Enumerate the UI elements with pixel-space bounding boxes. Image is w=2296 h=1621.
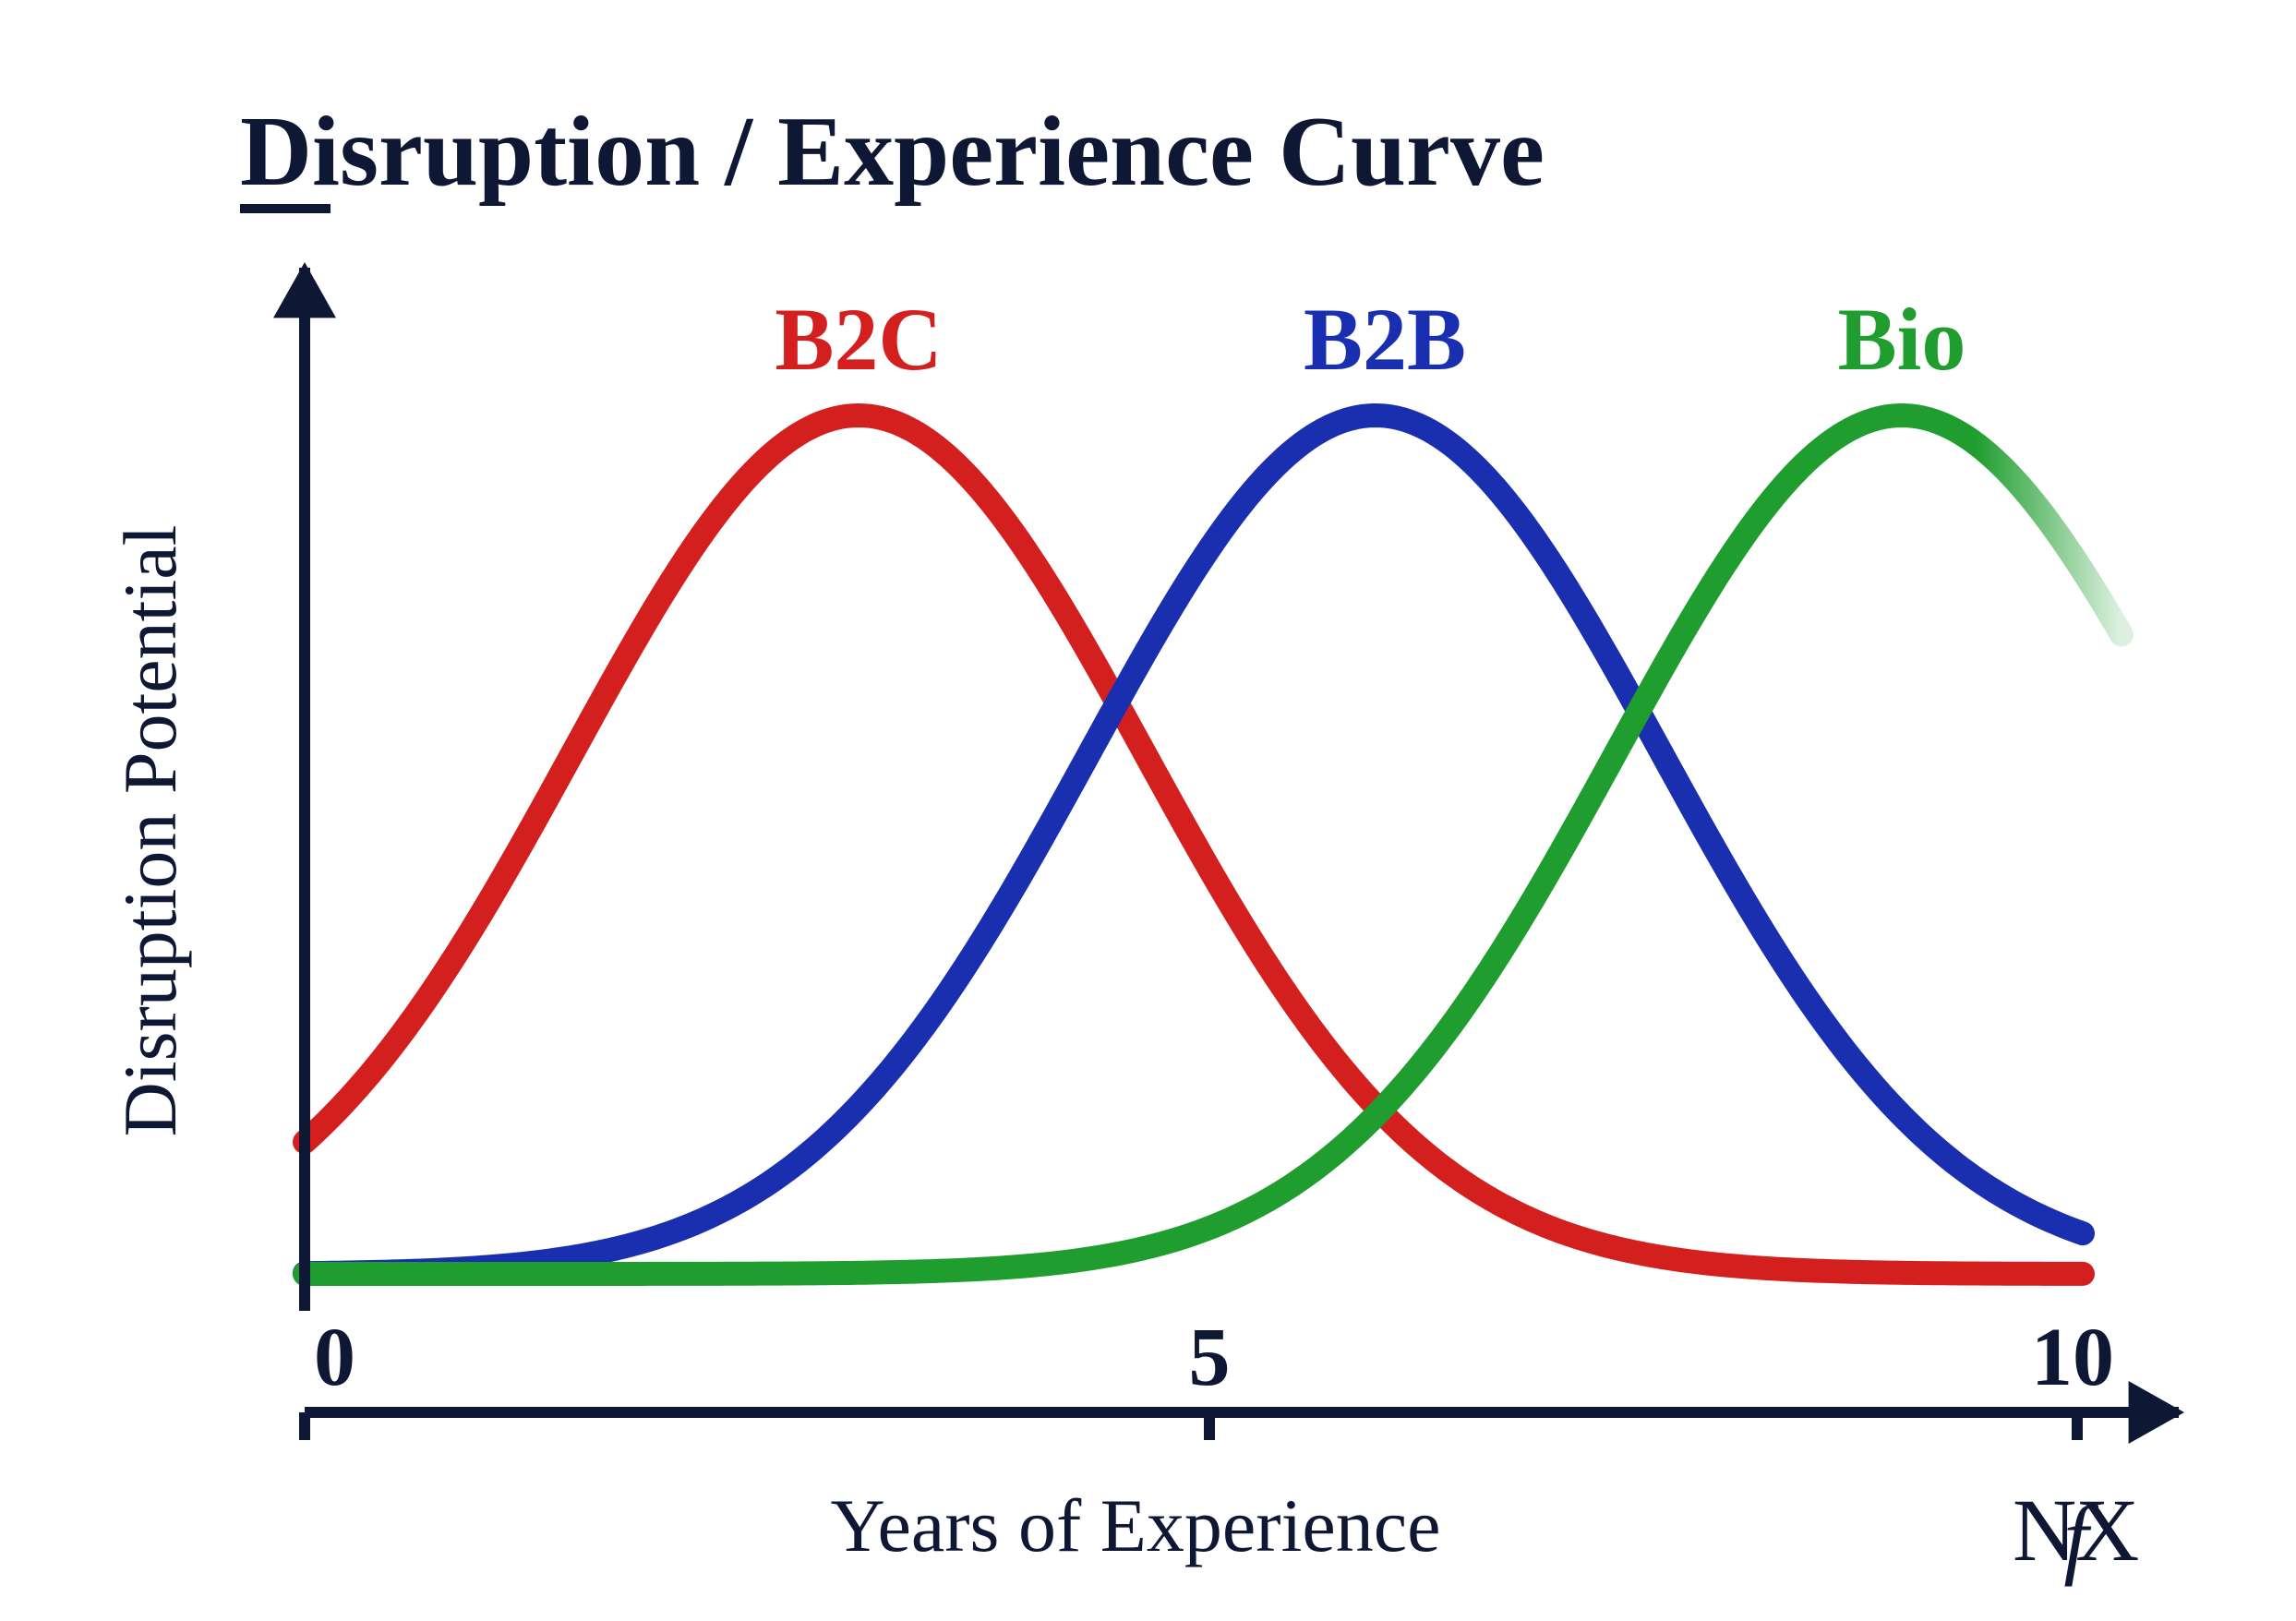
curve-label-b2c: B2C [775, 290, 942, 389]
y-axis-label: Disruption Potential [108, 525, 192, 1137]
chart-canvas: Disruption / Experience Curve B2C B2B Bio 0 5… [0, 0, 2296, 1621]
curve-label-b2b: B2B [1304, 290, 1466, 389]
x-tick-label: 0 [314, 1312, 355, 1403]
curve-label-bio: Bio [1838, 290, 1966, 389]
x-tick-label: 5 [1189, 1312, 1231, 1403]
x-axis-label: Years of Experience [830, 1483, 1440, 1567]
nfx-logo: NfX [2013, 1481, 2139, 1587]
chart-title: Disruption / Experience Curve [240, 97, 1545, 207]
nfx-logo-x: X [2075, 1481, 2139, 1579]
x-tick-label: 10 [2031, 1312, 2114, 1403]
chart-svg: Disruption / Experience Curve B2C B2B Bio 0 5… [0, 0, 2296, 1621]
